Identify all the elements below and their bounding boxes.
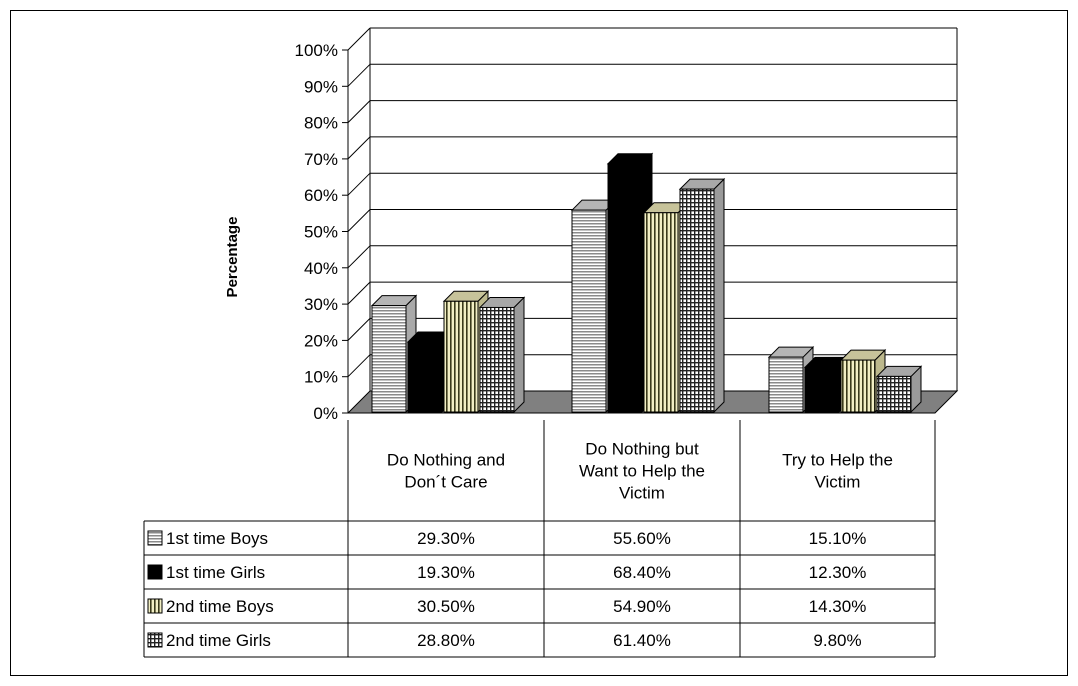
data-value: 30.50%	[417, 597, 475, 616]
y-tick-label: 20%	[304, 331, 338, 350]
bar-side	[513, 296, 525, 414]
gridline-side	[347, 281, 371, 305]
plot-area	[346, 27, 959, 414]
chart-svg: 0% 10% 20% 30% 40% 50% 60% 70% 80% 90% 100% Do Not…	[10, 10, 1068, 676]
bar-2nd-time-girls-1	[678, 177, 726, 414]
gridline-side	[347, 100, 371, 123]
bar-front	[840, 359, 876, 413]
gridline-side	[347, 209, 371, 232]
bar-2nd-time-girls-0	[478, 296, 526, 414]
y-tick-label: 10%	[304, 368, 338, 387]
gridline-side	[347, 172, 371, 196]
legend-key	[147, 530, 163, 546]
data-table: Do Nothing and Don´t Care Do Nothing but Wa…	[143, 420, 936, 658]
chart-frame: 0% 10% 20% 30% 40% 50% 60% 70% 80% 90% 100% Do Not…	[10, 10, 1068, 676]
y-axis-title: Percentage	[224, 217, 241, 298]
series-name: 1st time Boys	[166, 529, 268, 548]
y-tick-label: 50%	[304, 223, 338, 242]
data-value: 9.80%	[813, 631, 861, 650]
legend-key	[147, 632, 163, 648]
data-value: 14.30%	[809, 597, 867, 616]
data-value: 28.80%	[417, 631, 475, 650]
data-value: 54.90%	[613, 597, 671, 616]
bar-front	[607, 163, 643, 413]
y-tick-label: 70%	[304, 150, 338, 169]
value-axis: 0% 10% 20% 30% 40% 50% 60% 70% 80% 90% 100%	[295, 41, 349, 423]
series-name: 2nd time Boys	[166, 597, 274, 616]
chart-border	[10, 10, 1068, 676]
gridline-side	[347, 27, 371, 51]
category-label: Victim	[619, 484, 665, 503]
data-value: 19.30%	[417, 563, 475, 582]
gridline-side	[347, 136, 371, 160]
y-tick-label: 0%	[313, 404, 338, 423]
bar-front	[768, 356, 804, 413]
bar-side	[713, 177, 725, 414]
category-label: Want to Help the	[579, 462, 705, 481]
series-name: 2nd time Girls	[166, 631, 271, 650]
bar-front	[571, 209, 607, 413]
data-value: 61.40%	[613, 631, 671, 650]
legend-key	[147, 598, 163, 614]
y-tick-label: 100%	[295, 41, 338, 60]
series-name: 1st time Girls	[166, 563, 265, 582]
category-label: Do Nothing but	[585, 440, 699, 459]
gridline-side	[347, 245, 371, 269]
y-tick-label: 80%	[304, 114, 338, 133]
bar-front	[443, 300, 479, 413]
data-value: 68.40%	[613, 563, 671, 582]
y-tick-label: 40%	[304, 259, 338, 278]
bar-front	[679, 188, 715, 413]
data-value: 12.30%	[809, 563, 867, 582]
data-value: 29.30%	[417, 529, 475, 548]
gridline-side	[347, 63, 371, 87]
category-label: Do Nothing and	[387, 451, 505, 470]
y-tick-label: 90%	[304, 77, 338, 96]
category-label: Don´t Care	[404, 473, 487, 492]
bar-2nd-time-girls-2	[875, 365, 923, 414]
data-value: 55.60%	[613, 529, 671, 548]
bar-front	[643, 212, 679, 413]
bar-front	[407, 341, 443, 413]
bar-front	[804, 366, 840, 413]
gridline-side	[347, 354, 371, 378]
y-tick-label: 60%	[304, 186, 338, 205]
legend-key	[147, 564, 163, 580]
bar-front	[371, 305, 407, 413]
gridline-side	[347, 318, 371, 341]
y-tick-label: 30%	[304, 295, 338, 314]
category-label: Try to Help the	[782, 451, 893, 470]
data-value: 15.10%	[809, 529, 867, 548]
category-label: Victim	[815, 473, 861, 492]
bar-front	[479, 306, 515, 413]
bar-front	[876, 375, 912, 413]
